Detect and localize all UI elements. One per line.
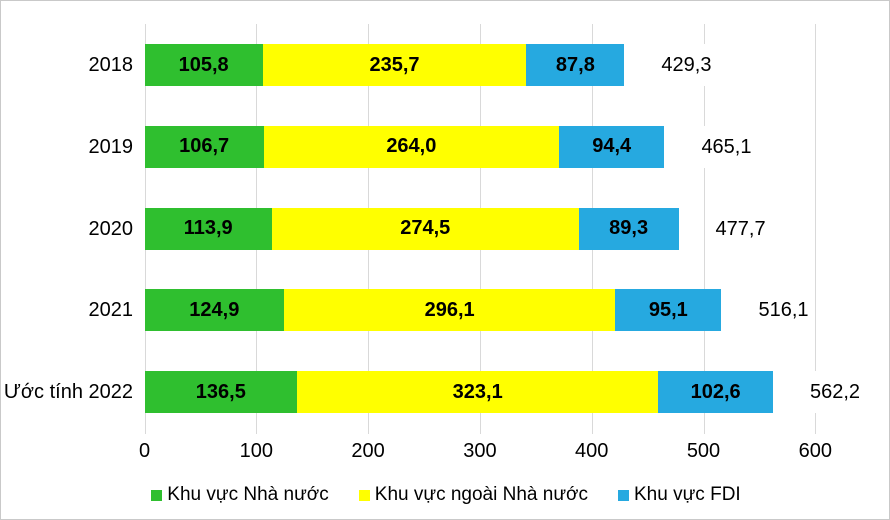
legend-item: Khu vực ngoài Nhà nước bbox=[358, 484, 588, 506]
bar-row: 124,9 296,1 95,1 bbox=[144, 289, 722, 332]
legend-swatch-icon bbox=[151, 489, 163, 501]
x-axis-tick-label: 300 bbox=[463, 440, 497, 462]
bar-segment: 89,3 bbox=[578, 207, 679, 250]
bar-row: 105,8 235,7 87,8 bbox=[144, 44, 625, 86]
total-label: 465,1 bbox=[698, 125, 755, 168]
bar-segment: 323,1 bbox=[297, 371, 659, 413]
legend: Khu vực Nhà nước Khu vực ngoài Nhà nước Kh… bbox=[1, 480, 889, 510]
bar-segment: 296,1 bbox=[284, 289, 616, 332]
segment-value-label: 105,8 bbox=[178, 53, 229, 76]
segment-value-label: 136,5 bbox=[195, 380, 246, 403]
bar-row: 106,7 264,0 94,4 bbox=[144, 125, 665, 168]
legend-label: Khu vực ngoài Nhà nước bbox=[374, 484, 588, 505]
segment-value-label: 94,4 bbox=[592, 135, 632, 158]
x-axis-tick-label: 500 bbox=[686, 440, 721, 462]
segment-value-label: 124,9 bbox=[189, 298, 240, 321]
legend-swatch-icon bbox=[358, 489, 370, 501]
segment-value-label: 296,1 bbox=[424, 298, 475, 321]
gridline bbox=[815, 24, 817, 434]
bar-segment: 106,7 bbox=[144, 125, 264, 168]
segment-value-label: 89,3 bbox=[609, 217, 649, 239]
bar-segment: 136,5 bbox=[144, 371, 298, 413]
segment-value-label: 235,7 bbox=[369, 53, 420, 76]
bar-segment: 274,5 bbox=[271, 207, 579, 250]
segment-value-label: 323,1 bbox=[452, 380, 503, 403]
segment-value-label: 274,5 bbox=[400, 217, 451, 239]
bar-segment: 87,8 bbox=[526, 44, 625, 86]
bar-row: 136,5 323,1 102,6 bbox=[144, 371, 774, 413]
x-axis-tick-label: 400 bbox=[575, 440, 609, 462]
category-label: 2021 bbox=[88, 299, 134, 322]
bar-segment: 235,7 bbox=[262, 44, 527, 86]
category-label: 2019 bbox=[88, 135, 134, 158]
category-label: 2020 bbox=[88, 217, 134, 240]
segment-value-label: 95,1 bbox=[648, 298, 688, 321]
bar-segment: 95,1 bbox=[615, 289, 722, 332]
segment-value-label: 87,8 bbox=[555, 53, 595, 76]
bar-segment: 94,4 bbox=[558, 125, 665, 168]
segment-value-label: 113,9 bbox=[183, 217, 233, 239]
legend-item: Khu vực Nhà nước bbox=[151, 484, 329, 506]
legend-label: Khu vực FDI bbox=[634, 484, 741, 505]
bar-segment: 105,8 bbox=[144, 44, 263, 86]
segment-value-label: 106,7 bbox=[179, 135, 230, 158]
x-axis-tick-label: 600 bbox=[798, 440, 832, 462]
segment-value-label: 102,6 bbox=[690, 380, 741, 403]
x-axis-tick-label: 0 bbox=[138, 440, 151, 462]
legend-item: Khu vực FDI bbox=[618, 484, 741, 506]
category-label: 2018 bbox=[88, 54, 134, 76]
legend-label: Khu vực Nhà nước bbox=[167, 484, 329, 505]
category-label: Ước tính 2022 bbox=[3, 381, 133, 403]
total-label: 562,2 bbox=[807, 371, 864, 413]
x-axis-tick-label: 100 bbox=[239, 440, 273, 462]
bar-segment: 264,0 bbox=[263, 125, 559, 168]
bar-segment: 124,9 bbox=[144, 289, 285, 332]
bar-segment: 113,9 bbox=[144, 207, 272, 250]
segment-value-label: 264,0 bbox=[386, 135, 437, 158]
bar-row: 113,9 274,5 89,3 bbox=[144, 207, 679, 250]
total-label: 477,7 bbox=[712, 207, 769, 250]
x-axis-tick-label: 200 bbox=[351, 440, 385, 462]
gridline bbox=[703, 24, 705, 434]
total-label: 429,3 bbox=[658, 44, 715, 86]
total-label: 516,1 bbox=[755, 289, 812, 332]
legend-swatch-icon bbox=[618, 489, 629, 501]
bar-segment: 102,6 bbox=[658, 371, 774, 413]
